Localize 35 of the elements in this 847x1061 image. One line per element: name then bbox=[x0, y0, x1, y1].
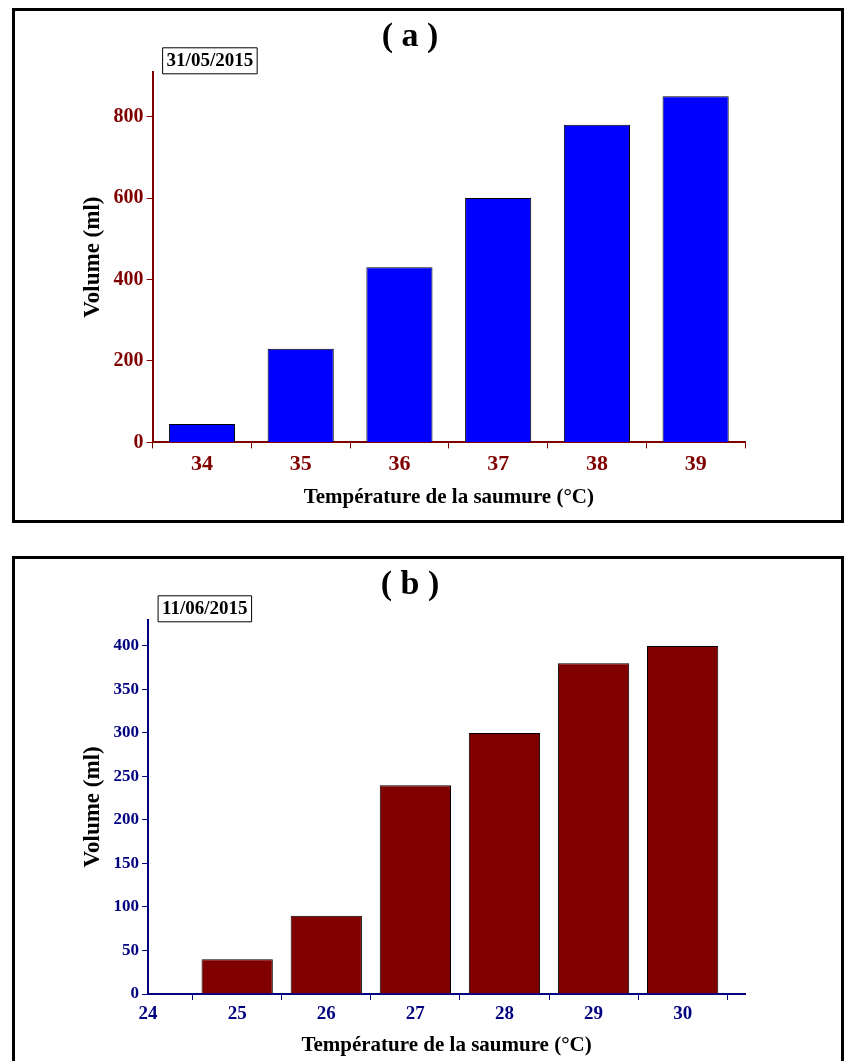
y-tick-label: 400 bbox=[113, 635, 140, 655]
y-tick-label: 350 bbox=[113, 678, 140, 698]
x-axis-title: Température de la saumure (°C) bbox=[301, 1031, 592, 1056]
x-axis-title: Température de la saumure (°C) bbox=[303, 483, 594, 508]
x-tick-label: 36 bbox=[388, 450, 411, 476]
x-tick-label: 38 bbox=[585, 450, 608, 476]
x-tick-label: 25 bbox=[227, 1002, 247, 1024]
y-tick-label: 50 bbox=[122, 939, 140, 959]
chart-title: ( b ) bbox=[380, 564, 440, 603]
x-tick-label: 30 bbox=[673, 1002, 693, 1024]
y-tick-label: 200 bbox=[113, 809, 140, 829]
x-tick-label: 26 bbox=[316, 1002, 336, 1024]
text: 11/06/2015 bbox=[162, 597, 248, 619]
x-tick-label: 34 bbox=[190, 450, 213, 476]
y-tick-label: 800 bbox=[113, 103, 144, 126]
y-tick-label: 150 bbox=[113, 852, 140, 872]
x-tick-label: 24 bbox=[138, 1002, 159, 1024]
y-tick-label: 0 bbox=[130, 983, 140, 1003]
y-tick-label: 0 bbox=[133, 429, 144, 452]
x-tick-label: 28 bbox=[494, 1002, 514, 1024]
y-axis-title: Volume (ml) bbox=[78, 196, 104, 318]
y-tick-label: 200 bbox=[113, 348, 144, 371]
y-tick-label: 400 bbox=[113, 266, 144, 289]
x-tick-label: 35 bbox=[289, 450, 312, 476]
y-tick-label: 300 bbox=[113, 722, 140, 742]
y-tick-label: 100 bbox=[113, 896, 140, 916]
x-tick-label: 29 bbox=[584, 1002, 604, 1024]
text: 31/05/2015 bbox=[166, 49, 254, 71]
y-tick-label: 250 bbox=[113, 765, 140, 785]
y-axis-title: Volume (ml) bbox=[78, 746, 104, 868]
x-tick-label: 37 bbox=[487, 450, 510, 476]
y-tick-label: 600 bbox=[113, 185, 144, 208]
x-tick-label: 27 bbox=[405, 1002, 426, 1024]
x-tick-label: 39 bbox=[684, 450, 707, 476]
chart-title: ( a ) bbox=[381, 16, 439, 55]
